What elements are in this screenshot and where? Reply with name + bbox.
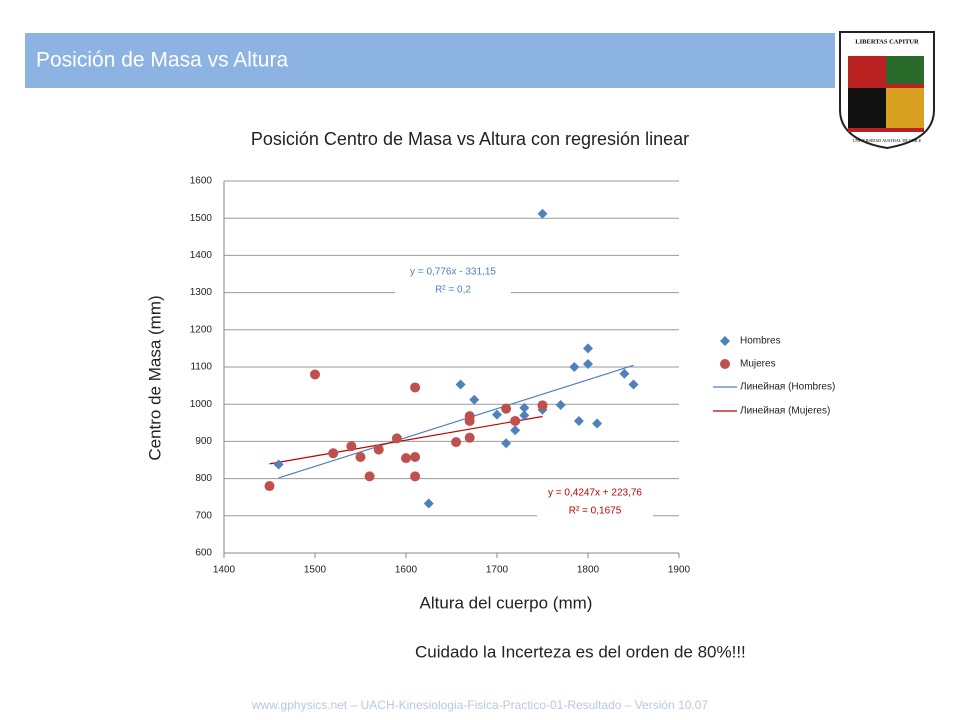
logo: LIBERTAS CAPITUR UNIVERSIDAD AUSTRAL DE … bbox=[839, 31, 935, 150]
trend-line bbox=[269, 415, 543, 465]
y-axis-label: Centro de Masa (mm) bbox=[145, 295, 164, 460]
point bbox=[364, 471, 375, 482]
trend-r2: R² = 0,1675 bbox=[569, 506, 622, 517]
trend-label-bg bbox=[537, 484, 653, 520]
legend-label: Линейная (Mujeres) bbox=[740, 406, 830, 417]
point bbox=[628, 379, 639, 390]
point bbox=[464, 415, 475, 426]
trend-equation: y = 0,776x - 331,15 bbox=[410, 267, 496, 278]
legend-marker bbox=[720, 336, 730, 346]
point bbox=[537, 400, 548, 411]
y-tick-label: 1300 bbox=[190, 287, 213, 298]
point bbox=[273, 459, 284, 470]
point bbox=[583, 343, 593, 354]
point bbox=[501, 403, 512, 414]
footer: www.gphysics.net – UACH-Kinesiologia-Fis… bbox=[251, 698, 709, 712]
trend-label-bg bbox=[395, 263, 511, 299]
note: Cuidado la Incerteza es del orden de 80%… bbox=[415, 642, 746, 661]
chart-title: Posición Centro de Masa vs Altura con re… bbox=[251, 129, 689, 149]
point bbox=[537, 208, 548, 219]
legend-label: Линейная (Hombres) bbox=[740, 382, 835, 393]
logo-name: UNIVERSIDAD AUSTRAL DE CHILE bbox=[853, 138, 922, 143]
point bbox=[619, 368, 630, 379]
x-tick-label: 1400 bbox=[213, 565, 236, 576]
x-tick-label: 1900 bbox=[668, 565, 691, 576]
trend-equation: y = 0,4247x + 223,76 bbox=[548, 488, 642, 499]
y-tick-label: 600 bbox=[195, 548, 212, 559]
point bbox=[492, 409, 502, 420]
y-tick-label: 900 bbox=[195, 436, 212, 447]
legend-label: Mujeres bbox=[740, 359, 776, 370]
point bbox=[410, 452, 421, 463]
point bbox=[569, 362, 580, 372]
point bbox=[410, 382, 421, 393]
legend-label: Hombres bbox=[740, 336, 781, 347]
y-tick-label: 700 bbox=[195, 510, 212, 521]
x-tick-label: 1600 bbox=[395, 565, 418, 576]
x-axis-label: Altura del cuerpo (mm) bbox=[420, 593, 593, 612]
point bbox=[519, 402, 530, 413]
point bbox=[391, 433, 402, 444]
point bbox=[592, 418, 603, 429]
point bbox=[410, 471, 421, 482]
header-bar bbox=[25, 33, 835, 88]
point bbox=[264, 481, 275, 492]
point bbox=[346, 441, 357, 452]
trend-r2: R² = 0,2 bbox=[435, 285, 471, 296]
point bbox=[328, 448, 339, 459]
x-tick-label: 1800 bbox=[577, 565, 600, 576]
y-tick-label: 800 bbox=[195, 473, 212, 484]
point bbox=[423, 498, 434, 509]
y-tick-label: 1100 bbox=[190, 362, 212, 373]
point bbox=[401, 453, 411, 464]
point bbox=[501, 438, 512, 449]
point bbox=[451, 437, 462, 448]
point bbox=[355, 452, 366, 463]
point bbox=[373, 444, 384, 455]
point bbox=[555, 399, 566, 410]
point bbox=[455, 379, 466, 390]
x-tick-label: 1500 bbox=[304, 565, 327, 576]
point bbox=[464, 432, 475, 443]
point bbox=[310, 369, 320, 380]
point bbox=[573, 415, 584, 426]
legend-marker bbox=[720, 359, 730, 369]
logo-motto: LIBERTAS CAPITUR bbox=[855, 38, 919, 45]
y-tick-label: 1000 bbox=[190, 399, 213, 410]
point bbox=[519, 410, 530, 421]
point bbox=[510, 425, 521, 436]
x-tick-label: 1700 bbox=[486, 565, 509, 576]
y-tick-label: 1500 bbox=[190, 213, 213, 224]
y-tick-label: 1200 bbox=[190, 324, 213, 335]
y-tick-label: 1400 bbox=[190, 250, 213, 261]
point bbox=[469, 394, 480, 405]
point bbox=[510, 415, 521, 426]
trend-line bbox=[278, 364, 634, 479]
y-tick-label: 1600 bbox=[190, 176, 213, 187]
point bbox=[583, 359, 593, 370]
slide-title: Posición de Masa vs Altura bbox=[36, 49, 288, 72]
